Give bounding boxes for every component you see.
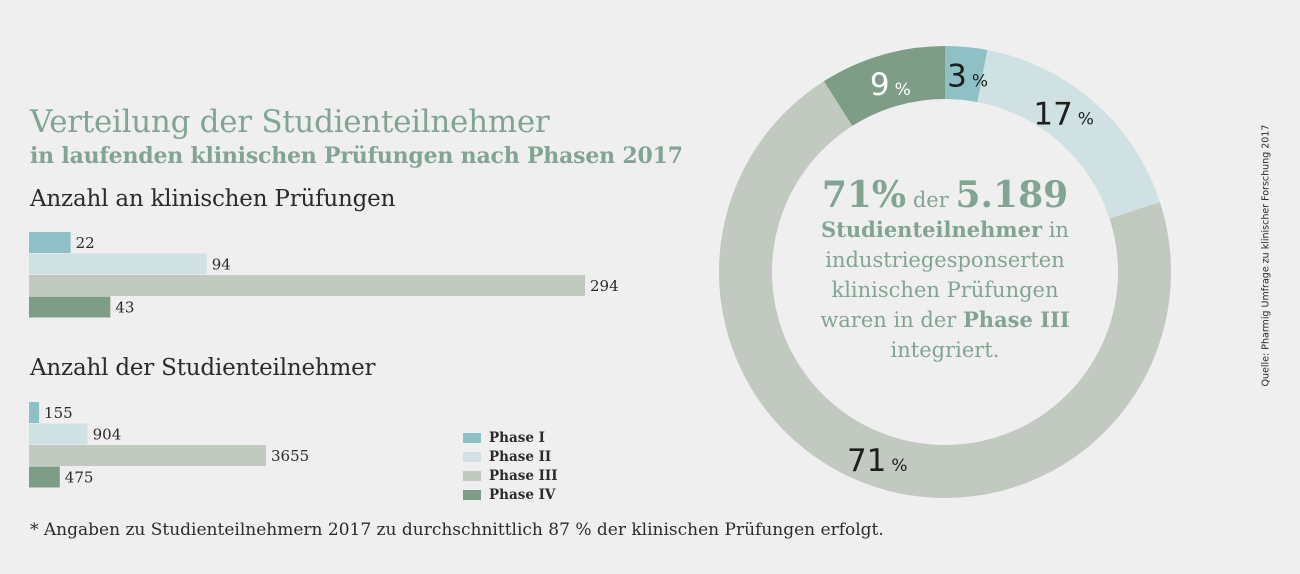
center-line6: integriert. (890, 338, 1000, 362)
trials-bar-2 (29, 253, 207, 275)
legend-label: Phase IV (489, 486, 556, 503)
legend-label: Phase I (489, 429, 545, 446)
legend-item-phase-1: Phase I (463, 428, 558, 447)
legend-item-phase-4: Phase IV (463, 485, 558, 504)
participants-bar-3 (29, 445, 266, 466)
trials-bar-1 (29, 232, 71, 253)
legend-label: Phase III (489, 467, 558, 484)
participants-value-label-1: 155 (44, 404, 73, 422)
trials-value-label-3: 294 (590, 277, 619, 295)
center-phase3: Phase III (963, 307, 1070, 332)
legend-label: Phase II (489, 448, 552, 465)
participants-value-label-2: 904 (93, 426, 122, 444)
participants-bar-2 (29, 423, 88, 445)
chart-subtitle: in laufenden klinischen Prüfungen nach P… (30, 143, 683, 169)
donut-center-text: 71% der 5.189 Studienteilnehmer in indus… (775, 177, 1115, 365)
trials-chart-title: Anzahl an klinischen Prüfungen (30, 186, 396, 212)
participants-bar-1 (29, 402, 40, 423)
donut-label-phase-3: 71% (847, 443, 908, 479)
trials-bar-4 (29, 296, 111, 318)
donut-label-phase-1: 3% (947, 58, 988, 94)
legend-swatch (463, 432, 481, 443)
center-participants: Studienteilnehmer (821, 217, 1043, 242)
source-note: Quelle: Pharmig Umfrage zu klinischer Fo… (1260, 124, 1272, 387)
participants-chart-title: Anzahl der Studienteilnehmer (30, 355, 376, 381)
center-line4: klinischen Prüfungen (831, 278, 1059, 302)
center-line5-pre: waren in der (820, 308, 957, 332)
donut-label-phase-4: 9% (870, 67, 911, 103)
center-count: 5.189 (955, 174, 1069, 216)
trials-value-label-2: 94 (212, 256, 231, 274)
footnote: * Angaben zu Studienteilnehmern 2017 zu … (30, 520, 884, 540)
center-line3: industriegesponserten (825, 248, 1065, 272)
center-der: der (912, 188, 949, 212)
legend-swatch (463, 470, 481, 481)
donut-slice-phase-2 (977, 50, 1160, 219)
legend-item-phase-2: Phase II (463, 447, 558, 466)
bar-charts: 22 94 294 43 155 904 3655 475 (29, 232, 619, 488)
participants-bar-4 (29, 466, 60, 488)
trials-value-label-1: 22 (76, 234, 95, 252)
participants-value-label-3: 3655 (271, 447, 309, 465)
legend-swatch (463, 489, 481, 500)
donut-slice-phase-4 (823, 46, 945, 126)
center-in: in (1048, 218, 1069, 242)
donut-chart: 3 % 17 % 71 % 9% (719, 46, 1171, 498)
legend-item-phase-3: Phase III (463, 466, 558, 485)
trials-value-label-4: 43 (115, 299, 134, 317)
participants-value-label-4: 475 (65, 469, 94, 487)
donut-slice-phase-1 (945, 46, 988, 103)
legend-swatch (463, 451, 481, 462)
legend: Phase I Phase II Phase III Phase IV (463, 428, 558, 504)
trials-bar-3 (29, 275, 585, 296)
center-percent: 71% (821, 174, 907, 216)
chart-title: Verteilung der Studienteilnehmer (30, 104, 550, 140)
donut-label-phase-2: 17% (1033, 96, 1094, 132)
